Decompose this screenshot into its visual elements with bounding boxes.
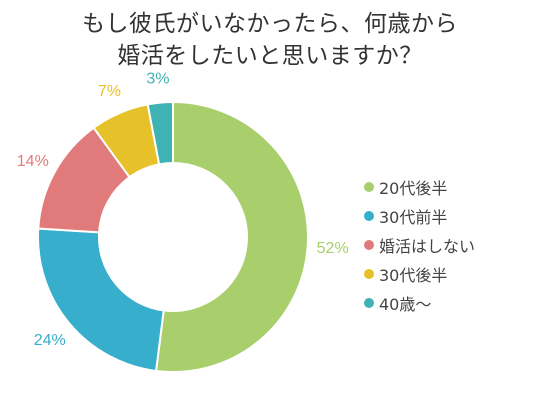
value-label: 24% [34, 332, 66, 349]
legend-label: 30代後半 [379, 265, 448, 285]
legend-swatch [364, 297, 374, 308]
slice-30s-early[interactable] [37, 227, 165, 373]
donut-value-labels: 52% 24% 14% 7% 3% [17, 71, 349, 349]
chart-title-line-2: 婚活をしたいと思いますか？ [117, 43, 423, 69]
legend-swatch [364, 239, 374, 250]
legend-label: 婚活はしない [379, 236, 476, 256]
chart-title: もし彼氏がいなかったら、何歳から 婚活をしたいと思いますか？ [0, 8, 540, 72]
legend-item-30s-early[interactable]: 30代前半 [364, 201, 534, 230]
value-label: 3% [146, 71, 169, 88]
legend-item-20s-late[interactable]: 20代後半 [364, 172, 534, 201]
legend-item-no-konkatsu[interactable]: 婚活はしない [364, 230, 534, 259]
legend-label: 40歳～ [379, 294, 432, 314]
slice-20s-late[interactable] [154, 100, 309, 373]
legend-swatch [364, 210, 374, 221]
legend-item-30s-late[interactable]: 30代後半 [364, 259, 534, 288]
slice-40-plus[interactable] [146, 100, 174, 166]
donut-slices [37, 100, 309, 373]
value-label: 7% [98, 83, 121, 100]
legend-label: 30代前半 [379, 207, 448, 227]
legend-item-40-plus[interactable]: 40歳～ [364, 288, 534, 317]
legend-label: 20代後半 [379, 178, 448, 198]
chart-legend: 20代後半 30代前半 婚活はしない 30代後半 40歳～ [364, 172, 534, 317]
legend-swatch [364, 181, 374, 192]
chart-title-line-1: もし彼氏がいなかったら、何歳から [82, 11, 458, 37]
legend-swatch [364, 268, 374, 279]
value-label: 14% [17, 153, 49, 170]
value-label: 52% [317, 240, 349, 257]
